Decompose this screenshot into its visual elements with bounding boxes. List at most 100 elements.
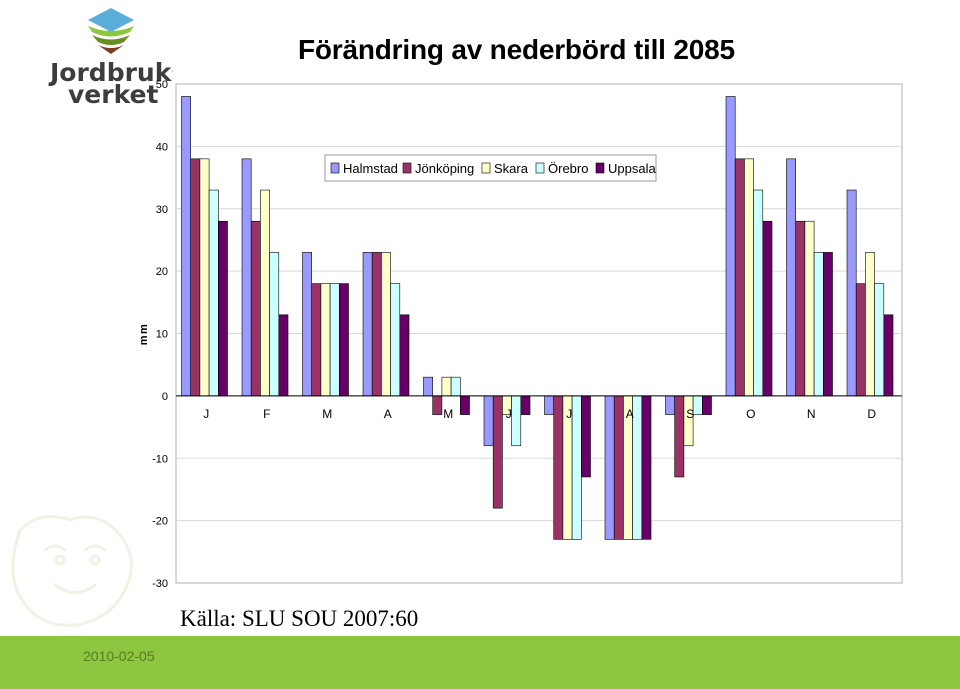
bar-halmstad-9 (725, 96, 736, 397)
y-tick-label: 0 (162, 391, 168, 403)
logo-line2: verket (68, 80, 158, 106)
bar-uppsala-8 (701, 395, 712, 415)
x-tick-label: O (746, 407, 755, 421)
legend-swatch (481, 162, 491, 174)
y-tick-label: 10 (156, 329, 168, 341)
y-tick-label: -30 (152, 578, 168, 590)
x-tick-label: J (566, 407, 572, 421)
bar-halmstad-5 (483, 395, 494, 447)
bar-uppsala-7 (641, 395, 652, 540)
footer-bar: 2010-02-05 (0, 636, 960, 689)
source-caption: Källa: SLU SOU 2007:60 (180, 606, 419, 631)
legend: Halmstad Jönköping Skara Örebro Uppsala (324, 154, 657, 182)
page-title: Förändring av nederbörd till 2085 (298, 34, 735, 65)
bar-rebro-10 (813, 252, 824, 397)
bar-halmstad-3 (362, 252, 373, 397)
bar-jnkping-9 (734, 158, 745, 397)
bar-rebro-9 (753, 189, 764, 397)
legend-swatch (330, 162, 340, 174)
x-tick-label: M (322, 407, 332, 421)
bar-rebro-7 (632, 395, 643, 540)
x-tick-label: A (384, 407, 392, 421)
bar-uppsala-11 (883, 314, 894, 397)
bar-uppsala-4 (459, 395, 470, 415)
bar-jnkping-7 (613, 395, 624, 540)
bar-jnkping-5 (492, 395, 503, 509)
bar-skara-11 (865, 252, 875, 397)
legend-label: Örebro (548, 161, 588, 176)
bar-skara-2 (320, 283, 331, 397)
bar-jnkping-11 (855, 283, 866, 397)
bar-rebro-8 (692, 395, 703, 415)
cow-watermark-icon (11, 515, 133, 627)
legend-swatch (535, 162, 545, 174)
bar-uppsala-9 (762, 220, 773, 397)
legend-swatch (595, 162, 605, 174)
y-tick-label: -10 (152, 453, 168, 465)
bar-halmstad-1 (241, 158, 252, 397)
footer-date: 2010-02-05 (83, 648, 155, 664)
jordbruksverket-logo: Jordbruks verket (48, 8, 173, 106)
legend-label: Uppsala (608, 161, 656, 176)
bar-skara-0 (199, 158, 210, 397)
bar-rebro-3 (390, 283, 401, 397)
bar-skara-9 (744, 158, 754, 397)
x-tick-label: D (867, 407, 876, 421)
bar-rebro-1 (269, 252, 280, 397)
x-tick-label: N (807, 407, 816, 421)
bars (181, 96, 894, 540)
x-tick-label: S (686, 407, 694, 421)
bar-halmstad-2 (302, 252, 312, 397)
legend-label: Halmstad (343, 161, 398, 176)
bar-halmstad-6 (544, 395, 554, 415)
bar-uppsala-6 (580, 395, 591, 478)
y-tick-label: 30 (156, 204, 168, 216)
bar-rebro-0 (208, 189, 219, 397)
x-tick-label: J (506, 407, 512, 421)
bar-skara-4 (441, 376, 452, 397)
bar-uppsala-5 (520, 395, 531, 415)
y-tick-label: 20 (156, 266, 168, 278)
legend-label: Skara (494, 161, 529, 176)
bar-uppsala-0 (218, 220, 228, 397)
bar-jnkping-10 (795, 220, 806, 397)
bar-jnkping-4 (432, 395, 443, 415)
axes: 50 40 30 20 10 0 -10 -20 -30 J F M A M J J A S O N D (152, 79, 902, 590)
x-tick-label: J (203, 407, 209, 421)
bar-halmstad-4 (423, 376, 433, 397)
bar-halmstad-10 (786, 158, 796, 397)
y-tick-label: -20 (152, 516, 168, 528)
bar-rebro-6 (571, 395, 582, 540)
bar-rebro-5 (511, 395, 522, 447)
bar-jnkping-8 (674, 395, 685, 478)
bar-jnkping-1 (250, 220, 261, 397)
y-axis-label: mm (138, 323, 150, 346)
bar-jnkping-3 (371, 252, 382, 397)
x-tick-label: M (443, 407, 453, 421)
bar-rebro-4 (450, 376, 461, 397)
logo-mark-icon (88, 8, 134, 54)
bar-uppsala-10 (822, 252, 833, 397)
bar-jnkping-2 (311, 283, 322, 397)
logo-line1: Jordbruks (48, 58, 173, 87)
x-tick-label: F (263, 407, 270, 421)
bar-jnkping-0 (190, 158, 201, 397)
bar-uppsala-1 (278, 314, 289, 397)
y-tick-label: 50 (156, 79, 168, 91)
bar-halmstad-8 (665, 395, 675, 415)
bar-uppsala-2 (338, 283, 349, 397)
bar-rebro-2 (329, 283, 340, 397)
y-tick-label: 40 (156, 141, 168, 153)
bar-uppsala-3 (399, 314, 410, 397)
bar-halmstad-11 (846, 189, 857, 397)
bar-jnkping-6 (553, 395, 564, 540)
x-tick-label: A (626, 407, 634, 421)
bar-skara-1 (260, 189, 270, 397)
bar-halmstad-0 (181, 96, 191, 397)
bar-skara-3 (381, 252, 391, 397)
legend-label: Jönköping (415, 161, 474, 176)
bar-skara-10 (804, 220, 815, 397)
bar-rebro-11 (874, 283, 885, 397)
legend-swatch (402, 162, 412, 174)
